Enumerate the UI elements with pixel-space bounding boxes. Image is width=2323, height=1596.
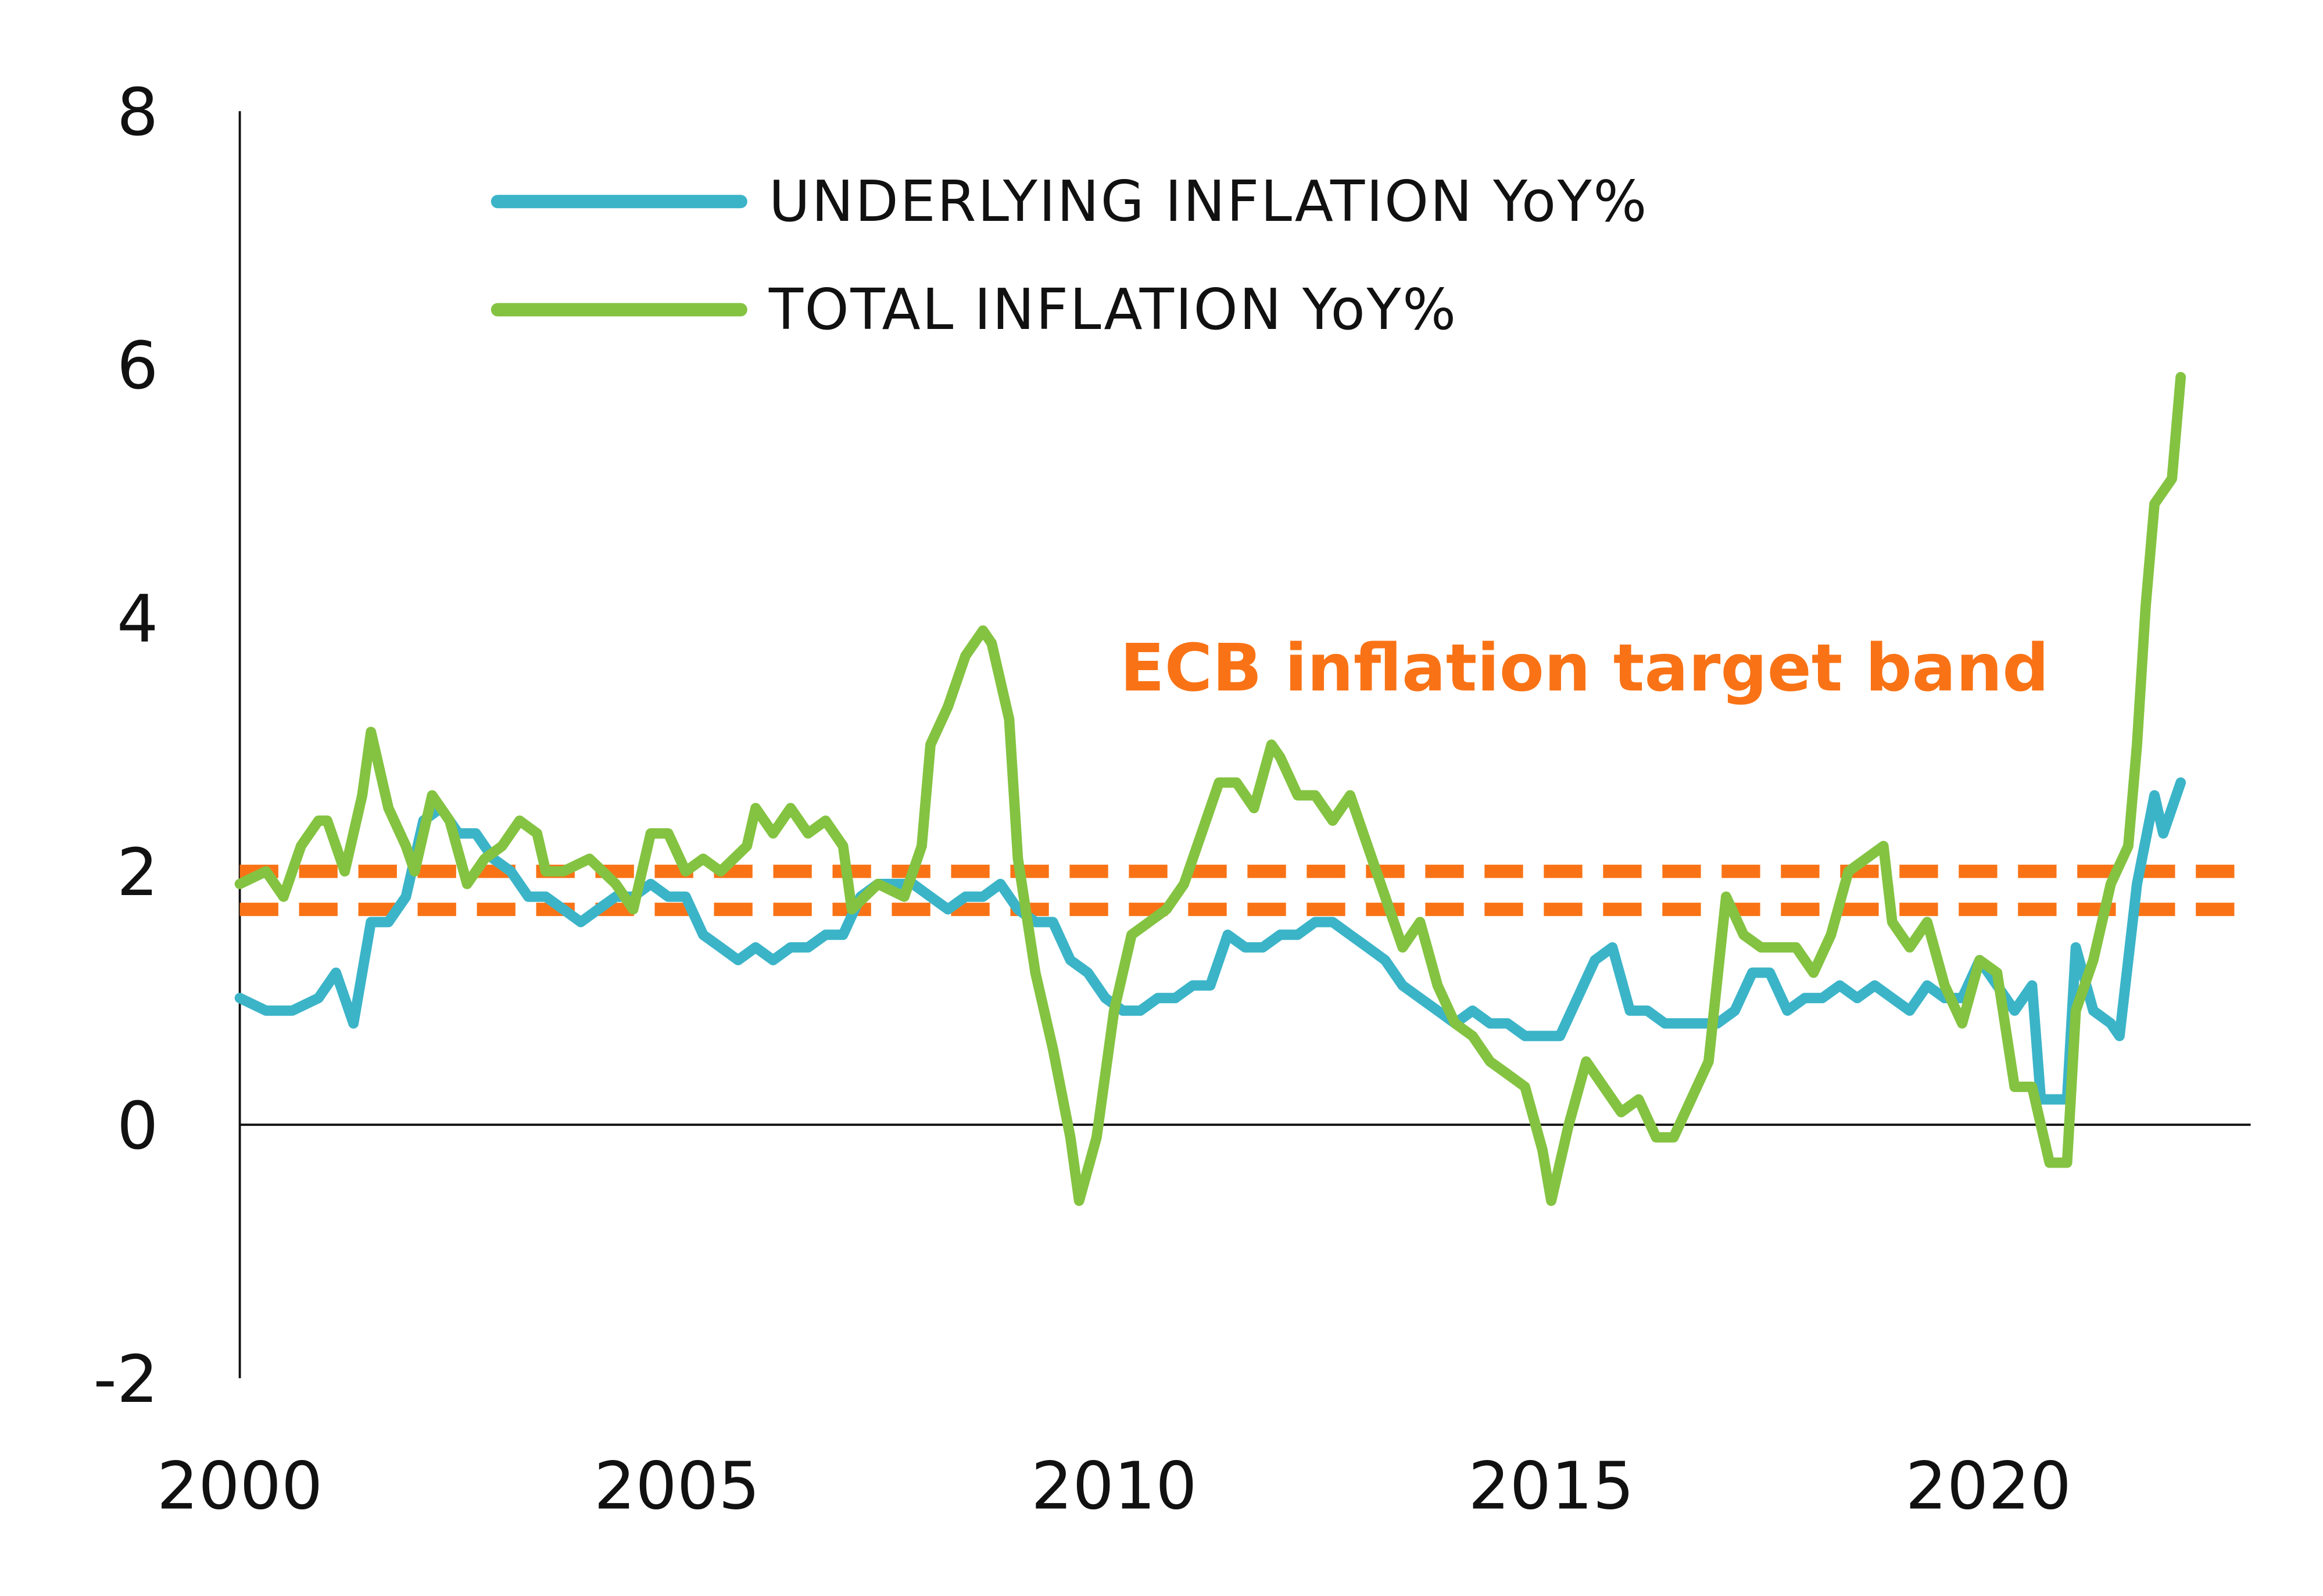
series-line-underlying: [234, 777, 2186, 1105]
y-tick-label: 4: [117, 582, 158, 657]
legend-label-total: TOTAL INFLATION YoY%: [768, 277, 1458, 342]
x-tick-label: 2000: [157, 1449, 323, 1525]
tick-labels: -2 0 2 4 6 8 2000 2005 2010 2015 2020: [94, 75, 2071, 1525]
legend-label-underlying: UNDERLYING INFLATION YoY%: [769, 169, 1648, 234]
y-tick-label: 2: [117, 835, 158, 911]
x-tick-label: 2005: [594, 1449, 760, 1525]
series-line-total: [234, 371, 2186, 1206]
y-tick-label: 6: [117, 328, 158, 404]
legend: UNDERLYING INFLATION YoY% TOTAL INFLATIO…: [491, 169, 1648, 342]
y-tick-label: 0: [117, 1089, 158, 1164]
target-band-annotation: ECB inflation target band: [1120, 631, 2049, 706]
y-tick-label: -2: [94, 1342, 159, 1418]
x-tick-label: 2010: [1031, 1449, 1197, 1525]
y-tick-label: 8: [117, 75, 158, 151]
series-lines: [234, 371, 2186, 1206]
x-tick-label: 2015: [1468, 1449, 1634, 1525]
x-tick-label: 2020: [1905, 1449, 2071, 1525]
target-band: [239, 864, 2251, 917]
axes: [238, 111, 2251, 1379]
